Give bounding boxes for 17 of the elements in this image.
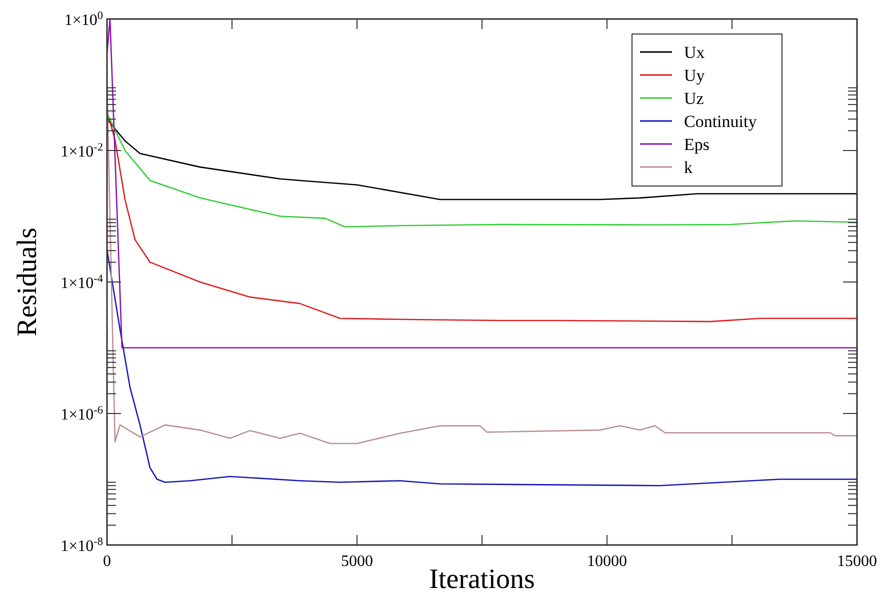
legend-label: Ux: [684, 43, 706, 62]
x-tick-label: 15000: [837, 553, 877, 570]
legend-label: Uz: [684, 89, 704, 108]
y-tick-label: 1×10$^{-4}$: [60, 273, 104, 292]
y-axis-title: Residuals: [12, 228, 43, 336]
x-tick-label: 10000: [587, 553, 627, 570]
y-tick-label: 1×10$^{-6}$: [60, 404, 104, 424]
y-tick-label: 1×10$^{0}$: [64, 10, 104, 29]
legend-label: Eps: [684, 135, 710, 154]
y-tick-label: 1×10$^{-2}$: [60, 142, 103, 160]
x-axis-title: Iterations: [429, 564, 535, 595]
legend-label: Continuity: [684, 112, 758, 131]
x-tick-label: 0: [103, 553, 111, 570]
legend-label: Uy: [684, 66, 706, 85]
y-tick-label: 1×10$^{-8}$: [60, 536, 104, 555]
legend-label: k: [684, 158, 693, 177]
x-tick-label: 5000: [341, 553, 373, 570]
